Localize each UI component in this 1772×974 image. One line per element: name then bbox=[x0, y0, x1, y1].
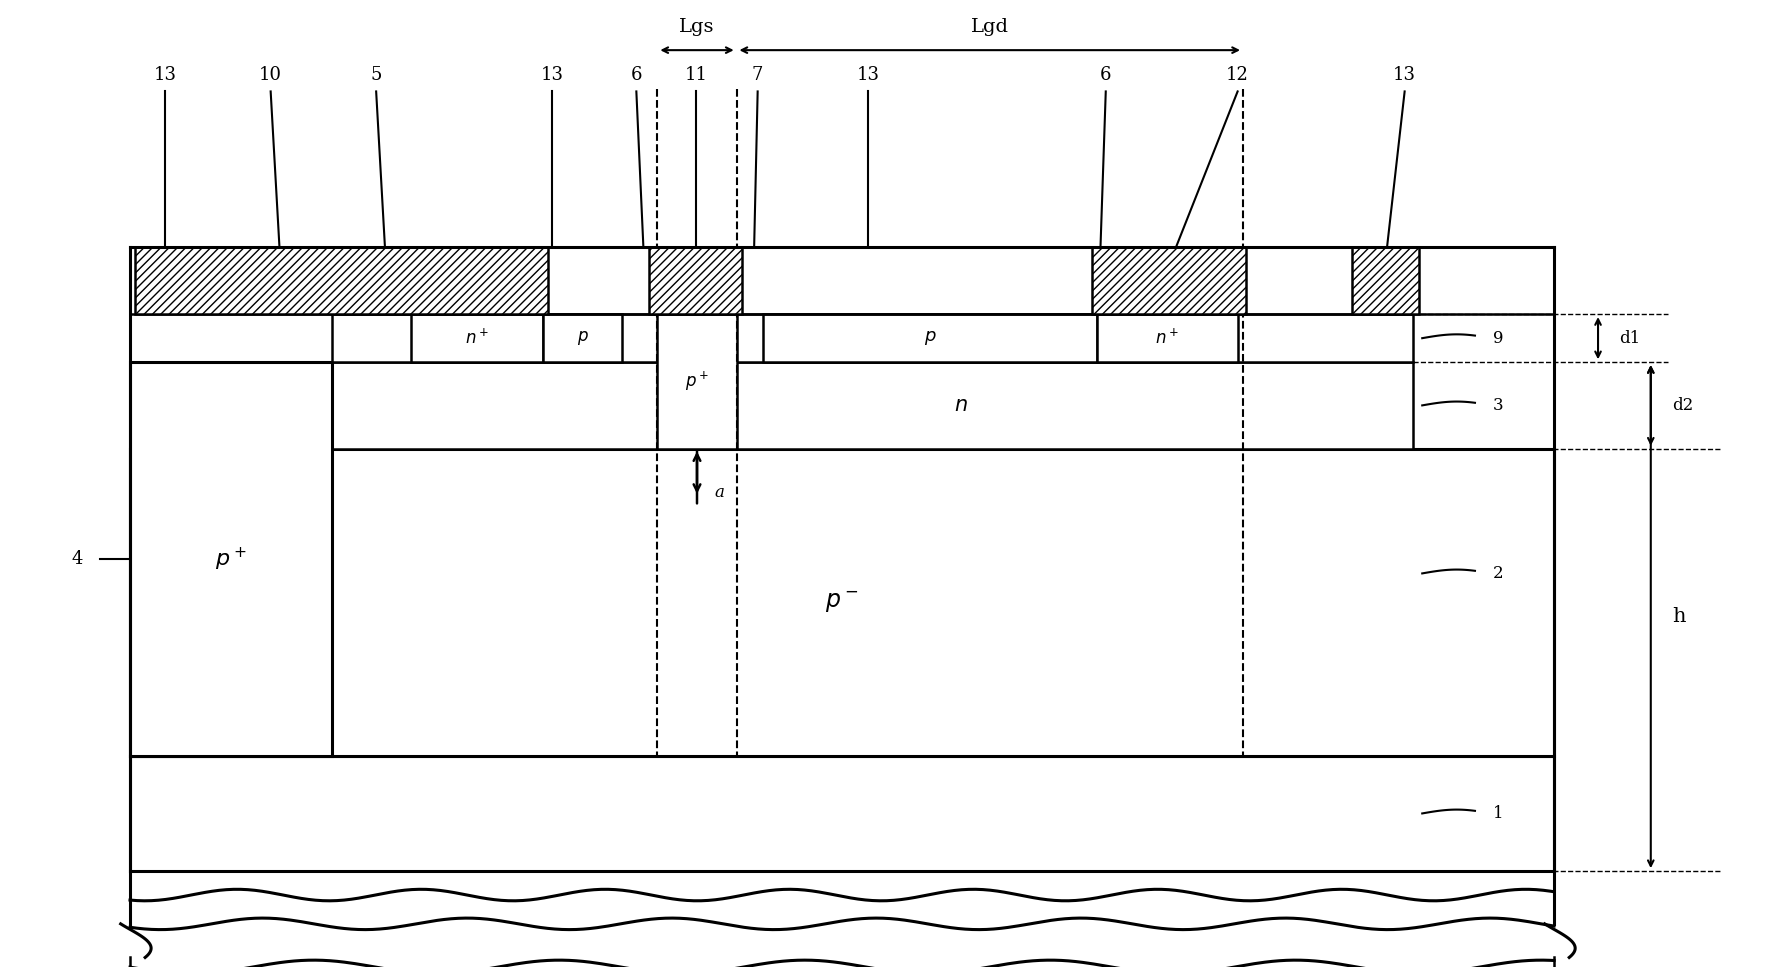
Text: 6: 6 bbox=[631, 66, 641, 84]
Bar bbox=[764, 315, 1097, 362]
Bar bbox=[331, 362, 1414, 449]
Text: 13: 13 bbox=[540, 66, 563, 84]
Text: d2: d2 bbox=[1671, 396, 1692, 414]
Text: Lgd: Lgd bbox=[971, 18, 1008, 36]
Bar bbox=[411, 315, 544, 362]
Text: $n^+$: $n^+$ bbox=[1155, 328, 1180, 348]
Text: $p$: $p$ bbox=[578, 329, 588, 347]
Text: 12: 12 bbox=[1226, 66, 1249, 84]
Bar bbox=[129, 362, 331, 756]
Text: $n^+$: $n^+$ bbox=[466, 328, 489, 348]
Text: 10: 10 bbox=[259, 66, 282, 84]
Bar bbox=[1097, 315, 1237, 362]
Text: 6: 6 bbox=[1100, 66, 1111, 84]
Text: 13: 13 bbox=[154, 66, 177, 84]
Text: $n$: $n$ bbox=[953, 395, 968, 415]
Text: 3: 3 bbox=[1492, 396, 1503, 414]
Bar bbox=[129, 449, 1554, 756]
Text: 1: 1 bbox=[1492, 805, 1503, 822]
Text: 4: 4 bbox=[71, 550, 83, 568]
Text: 11: 11 bbox=[684, 66, 707, 84]
Text: 7: 7 bbox=[751, 66, 764, 84]
Text: $p^+$: $p^+$ bbox=[686, 370, 709, 393]
Text: 13: 13 bbox=[1393, 66, 1416, 84]
Text: 9: 9 bbox=[1492, 329, 1503, 347]
Text: $p^+$: $p^+$ bbox=[216, 545, 246, 573]
Bar bbox=[129, 756, 1554, 871]
Text: $p$: $p$ bbox=[923, 329, 936, 347]
Bar bbox=[1352, 247, 1419, 315]
Text: 5: 5 bbox=[370, 66, 381, 84]
Bar bbox=[649, 247, 742, 315]
Bar bbox=[1092, 247, 1246, 315]
Bar bbox=[331, 315, 1414, 362]
Text: 2: 2 bbox=[1492, 565, 1503, 581]
Text: d1: d1 bbox=[1620, 329, 1641, 347]
Text: Lgs: Lgs bbox=[679, 18, 714, 36]
Text: h: h bbox=[1671, 607, 1685, 626]
Bar bbox=[544, 315, 622, 362]
Text: a: a bbox=[714, 484, 725, 502]
Text: 13: 13 bbox=[858, 66, 881, 84]
Text: $p^-$: $p^-$ bbox=[826, 589, 859, 615]
Bar bbox=[135, 247, 549, 315]
Bar bbox=[657, 315, 737, 449]
